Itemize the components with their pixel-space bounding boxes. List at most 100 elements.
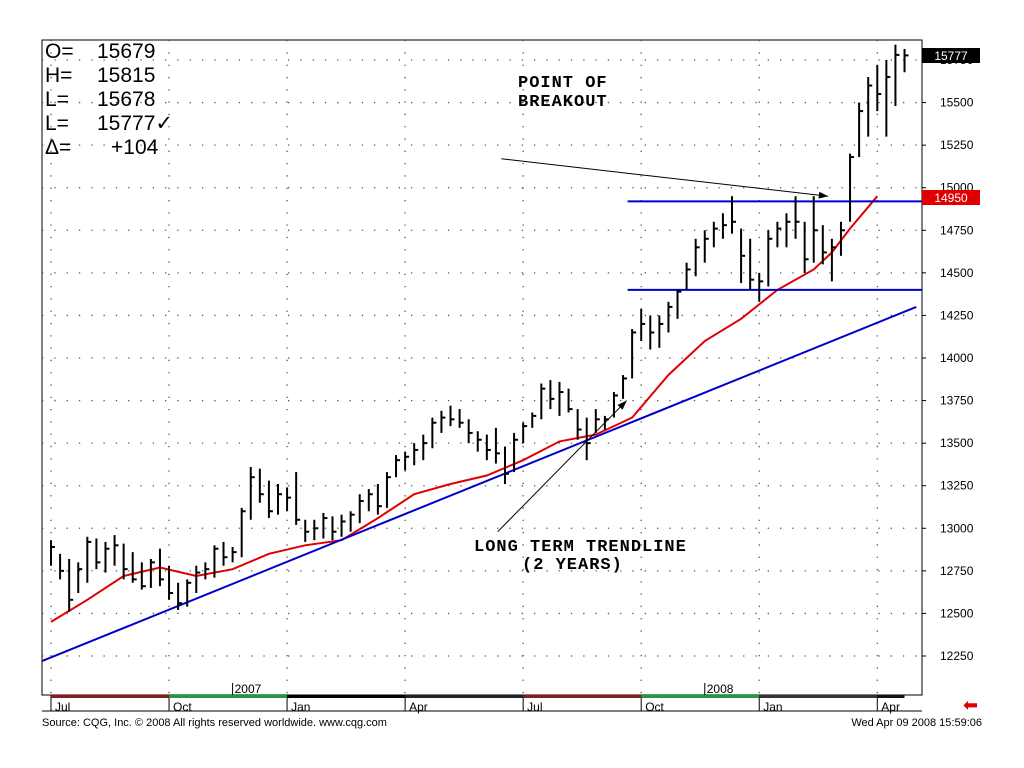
time-tick-label: Apr: [881, 700, 900, 714]
ohlc-bar: [485, 434, 491, 461]
ohlc-bar: [240, 507, 246, 558]
price-tick-label: 12750: [940, 564, 974, 578]
ohlc-bar: [767, 230, 773, 287]
ohlc-bar: [286, 487, 292, 512]
readout-last-label: L=: [45, 112, 69, 135]
breakout-label-line1: POINT OF: [518, 74, 608, 93]
price-tick-label: 13000: [940, 521, 974, 535]
price-tick-label: 13250: [940, 479, 974, 493]
readout-high-label: H=: [45, 64, 72, 87]
ohlc-bar: [168, 565, 174, 600]
quarter-band: [877, 695, 905, 698]
ohlc-bar: [749, 238, 755, 290]
ohlc-bar: [431, 417, 437, 449]
ohlc-bar: [231, 547, 237, 563]
ohlc-bar: [721, 213, 727, 239]
trendline-arrow-shaft: [497, 400, 628, 533]
readout-last-value: 15777✓: [97, 112, 173, 135]
ohlc-bar: [685, 262, 691, 290]
ohlc-bar: [358, 494, 364, 524]
ohlc-bar: [640, 308, 646, 341]
ohlc-bar: [222, 541, 228, 566]
ohlc-bar: [77, 562, 83, 593]
ohlc-bar: [376, 484, 382, 515]
ohlc-bar: [776, 221, 782, 248]
ohlc-bar: [830, 238, 836, 282]
ohlc-bar: [68, 558, 74, 612]
ohlc-bar: [295, 472, 301, 525]
ohlc-bar: [622, 375, 628, 399]
ohlc-bar: [149, 558, 155, 588]
annotation-arrows: [497, 158, 829, 533]
ohlc-bar: [522, 422, 528, 444]
ohlc-bar: [794, 196, 800, 239]
ohlc-bar: [504, 446, 509, 485]
ohlc-bar: [876, 65, 882, 112]
year-tick-label: 2008: [707, 682, 734, 696]
ohlc-bar: [422, 434, 428, 461]
ohlc-bar: [59, 553, 65, 580]
ohlc-bar: [367, 489, 373, 512]
ohlc-bar: [849, 153, 855, 222]
ohlc-bar: [440, 410, 446, 433]
scroll-left-arrow-icon[interactable]: ⬅: [963, 695, 979, 715]
ohlc-bar: [331, 516, 337, 541]
readout-low-value: 15678: [97, 88, 155, 111]
ohlc-bar: [667, 301, 673, 333]
ohlc-bar: [631, 329, 637, 379]
footer-source: Source: CQG, Inc. © 2008 All rights rese…: [42, 717, 387, 729]
ohlc-bar: [122, 543, 128, 580]
ohlc-bar: [340, 514, 346, 537]
time-tick-label: Apr: [409, 700, 428, 714]
ohlc-bar: [349, 511, 355, 532]
ohlc-bar: [177, 582, 183, 611]
last-price-badge: 15777: [922, 48, 980, 63]
ohlc-readout: O= 15679 H= 15815 L= 15678 L= 15777✓ Δ= …: [45, 40, 173, 159]
ohlc-bar: [894, 44, 900, 106]
price-tick-label: 15250: [940, 138, 974, 152]
ohlc-bar: [858, 102, 864, 158]
breakout-arrow-head: [818, 191, 829, 199]
breakout-price-badge-bg: [922, 190, 980, 205]
trendline-arrow-head: [617, 400, 627, 410]
ohlc-bar: [385, 472, 391, 508]
ohlc-bar: [712, 221, 718, 248]
ohlc-bar: [277, 484, 282, 515]
readout-change-value: +104: [111, 136, 159, 159]
price-tick-label: 13750: [940, 394, 974, 408]
ohlc-bar: [676, 289, 682, 319]
ohlc-bar: [803, 221, 809, 273]
price-tick-label: 12250: [940, 649, 974, 663]
quarter-band: [405, 695, 524, 698]
ohlc-bar: [95, 538, 101, 570]
last-price-badge-bg: [922, 48, 980, 63]
ohlc-bar: [449, 405, 455, 427]
ohlc-bar: [204, 562, 210, 580]
plot-area: [41, 39, 923, 696]
ohlc-bar: [494, 427, 500, 464]
year-tick-label: 2007: [235, 682, 262, 696]
breakout-arrow-shaft: [501, 158, 829, 197]
quarter-band: [169, 695, 288, 698]
ohlc-bar: [585, 417, 591, 461]
ohlc-bar: [531, 412, 537, 428]
time-axis: Jul Oct 2007 Jan Apr Jul Oct 2008 Jan Apr: [42, 682, 922, 714]
readout-open-label: O=: [45, 40, 74, 63]
quarter-band: [641, 695, 760, 698]
time-tick-label: Oct: [173, 700, 192, 714]
ohlc-bar: [476, 431, 482, 452]
ohlc-bar: [903, 48, 909, 73]
ohlc-bar: [267, 480, 273, 519]
ohlc-bar: [867, 77, 873, 137]
ohlc-bar: [594, 409, 600, 433]
ohlc-bar: [140, 562, 146, 590]
ohlc-bar: [249, 466, 255, 520]
ohlc-bar: [658, 315, 664, 348]
ohlc-bar: [104, 541, 110, 573]
price-tick-label: 14250: [940, 308, 974, 322]
quarter-band: [759, 695, 878, 698]
ohlc-bars: [50, 44, 909, 612]
price-tick-label: 13500: [940, 436, 974, 450]
last-price-badge-text: 15777: [934, 49, 968, 63]
